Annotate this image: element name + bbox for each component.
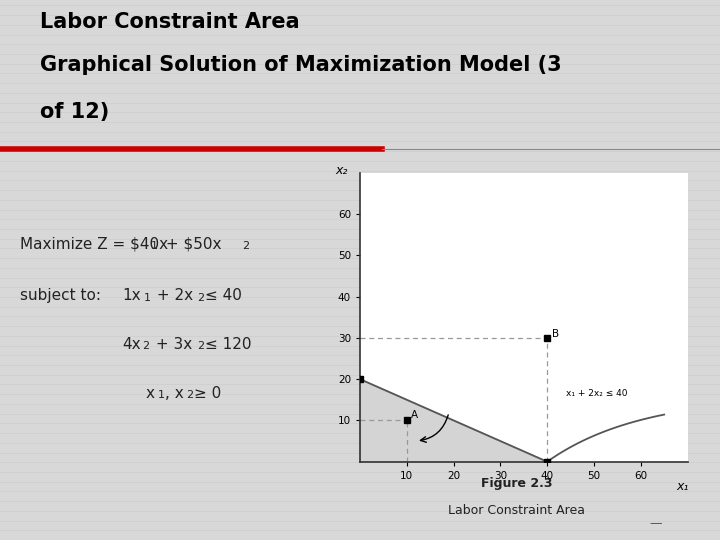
Text: Labor Constraint Area: Labor Constraint Area bbox=[40, 12, 300, 32]
Text: 1: 1 bbox=[150, 241, 158, 251]
Text: x: x bbox=[145, 386, 155, 401]
Text: Maximize Z = $40x: Maximize Z = $40x bbox=[20, 237, 168, 252]
Text: x₂: x₂ bbox=[335, 164, 348, 177]
Text: ≤ 40: ≤ 40 bbox=[204, 288, 241, 303]
Text: + 3x: + 3x bbox=[150, 337, 192, 352]
Text: 2: 2 bbox=[197, 293, 204, 302]
Text: ≥ 0: ≥ 0 bbox=[194, 386, 221, 401]
Text: x₁ + 2x₂ ≤ 40: x₁ + 2x₂ ≤ 40 bbox=[566, 389, 627, 397]
Text: 2: 2 bbox=[197, 341, 204, 351]
Text: Figure 2.3: Figure 2.3 bbox=[481, 477, 552, 490]
Text: Labor Constraint Area: Labor Constraint Area bbox=[448, 504, 585, 517]
Text: x₁: x₁ bbox=[677, 480, 689, 493]
Text: 2: 2 bbox=[143, 341, 150, 351]
Text: 4x: 4x bbox=[122, 337, 141, 352]
Polygon shape bbox=[360, 379, 547, 462]
Text: A: A bbox=[410, 410, 418, 420]
Text: 1: 1 bbox=[158, 390, 165, 400]
Text: subject to:: subject to: bbox=[20, 288, 101, 303]
Text: + 2x: + 2x bbox=[153, 288, 194, 303]
Text: 2: 2 bbox=[186, 390, 194, 400]
Text: of 12): of 12) bbox=[40, 102, 109, 122]
Text: 2: 2 bbox=[242, 241, 249, 251]
Text: 1: 1 bbox=[144, 293, 151, 302]
Text: 1x: 1x bbox=[122, 288, 141, 303]
Text: ≤ 120: ≤ 120 bbox=[204, 337, 251, 352]
Text: + $50x: + $50x bbox=[161, 237, 221, 252]
Text: , x: , x bbox=[165, 386, 184, 401]
Text: Graphical Solution of Maximization Model (3: Graphical Solution of Maximization Model… bbox=[40, 56, 561, 76]
Text: B: B bbox=[552, 329, 559, 339]
Text: —: — bbox=[649, 517, 662, 530]
